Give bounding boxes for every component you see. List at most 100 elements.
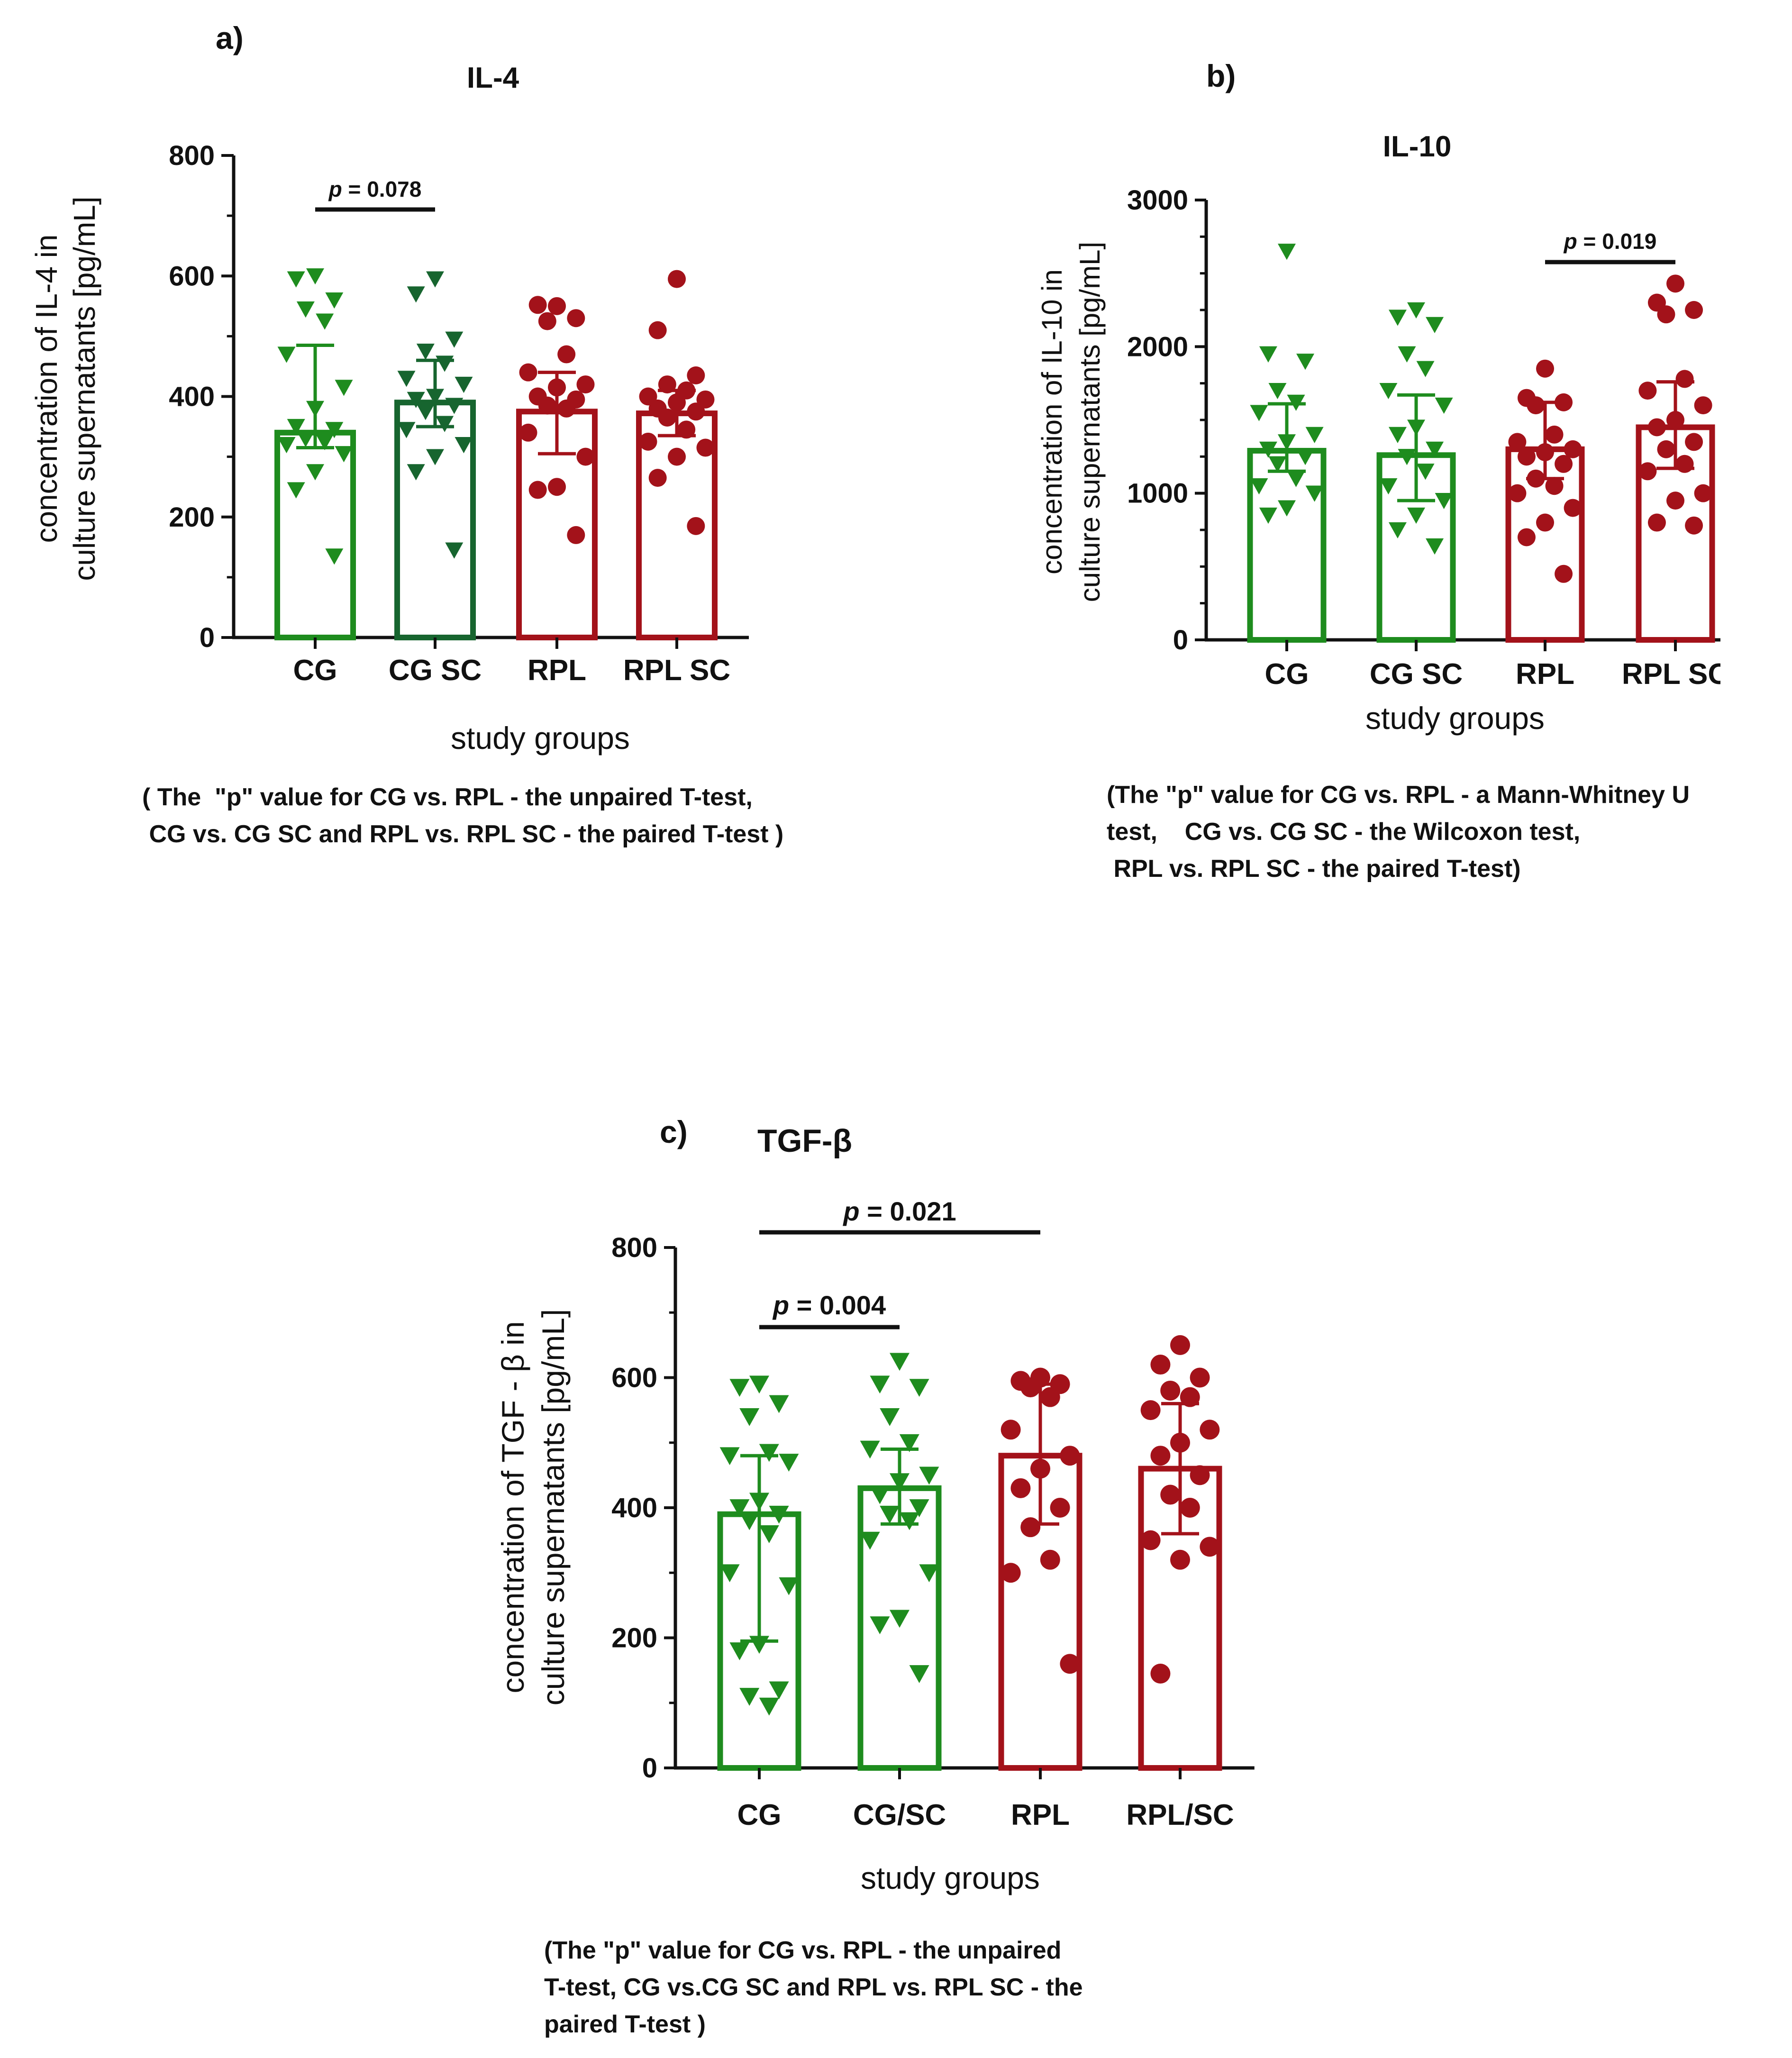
data-point xyxy=(335,446,353,463)
data-point xyxy=(1536,359,1554,378)
data-point xyxy=(306,268,324,285)
data-point xyxy=(1287,471,1305,487)
chart-il10: IL-10 0 1000 2000 3000 concentration of IL-10… xyxy=(1036,130,1720,736)
data-point xyxy=(759,1697,779,1716)
data-point xyxy=(1555,565,1573,583)
x-tick-label: CG SC xyxy=(389,654,482,687)
data-point xyxy=(729,1379,750,1397)
data-point xyxy=(407,392,425,408)
y-axis-label: culture supernatants [pg/mL] xyxy=(67,196,101,581)
y-tick-label: 600 xyxy=(169,261,215,291)
data-point xyxy=(639,387,657,406)
data-point xyxy=(1150,1446,1171,1466)
data-point xyxy=(306,464,324,481)
data-point xyxy=(1150,1355,1171,1375)
p-value-label: p = 0.004 xyxy=(772,1290,886,1320)
data-point xyxy=(538,312,556,330)
data-point xyxy=(759,1525,779,1543)
data-point xyxy=(729,1642,750,1660)
data-point xyxy=(909,1499,929,1517)
data-point xyxy=(557,399,576,418)
data-point xyxy=(567,526,585,544)
data-point xyxy=(416,404,435,420)
data-point xyxy=(648,469,667,487)
data-point xyxy=(719,1447,740,1466)
x-tick-label: RPL xyxy=(528,654,586,687)
data-point xyxy=(528,481,547,499)
data-point xyxy=(1638,382,1657,400)
p-value-label: p = 0.078 xyxy=(328,177,422,201)
data-point xyxy=(769,1395,789,1413)
panel-label-c: c) xyxy=(660,1114,688,1149)
x-tick-label: RPL xyxy=(1011,1799,1070,1831)
data-point xyxy=(1435,397,1453,414)
y-axis-label: concentration of TGF - β in xyxy=(495,1321,530,1693)
note-a: ( The "p" value for CG vs. RPL - the unp… xyxy=(142,783,784,848)
p-value: = 0.021 xyxy=(860,1196,956,1226)
x-tick-label: CG SC xyxy=(1370,658,1463,691)
data-point xyxy=(668,270,686,288)
y-tick-label: 600 xyxy=(611,1363,657,1393)
data-point xyxy=(445,331,464,348)
data-point xyxy=(455,376,473,393)
data-point xyxy=(1398,449,1416,465)
data-point xyxy=(1694,484,1712,502)
data-point xyxy=(1545,477,1564,495)
data-point xyxy=(1666,492,1684,510)
x-tick-label: RPL SC xyxy=(1622,658,1720,691)
chart-title: TGF-β xyxy=(757,1123,852,1159)
p-value: = 0.019 xyxy=(1577,229,1657,254)
data-point xyxy=(696,390,715,409)
data-point xyxy=(1001,1563,1021,1583)
data-point xyxy=(687,517,705,535)
y-tick-label: 800 xyxy=(611,1232,657,1263)
y-axis-label: culture supernatants [pg/mL] xyxy=(536,1309,571,1705)
y-tick-label: 400 xyxy=(169,382,215,412)
data-point xyxy=(1657,305,1675,324)
note-c: (The "p" value for CG vs. RPL - the unpa… xyxy=(544,1937,1083,2038)
data-point xyxy=(1508,484,1527,502)
data-point xyxy=(1647,513,1666,532)
data-point xyxy=(325,548,344,565)
data-point xyxy=(576,447,595,466)
data-point xyxy=(1040,1387,1060,1407)
y-tick-label: 0 xyxy=(1173,625,1188,656)
data-point xyxy=(335,380,353,396)
chart-title: IL-4 xyxy=(467,62,519,94)
data-point xyxy=(1060,1654,1080,1674)
data-point xyxy=(870,1616,890,1634)
data-point xyxy=(1657,440,1675,458)
data-point xyxy=(1268,382,1287,400)
data-point xyxy=(739,1408,760,1426)
data-point xyxy=(436,416,454,432)
x-axis-label: study groups xyxy=(1365,701,1545,736)
data-point xyxy=(749,1375,769,1394)
data-point xyxy=(890,1353,910,1371)
data-point xyxy=(1259,346,1277,363)
data-point xyxy=(1638,462,1657,481)
data-point xyxy=(870,1375,890,1394)
data-point xyxy=(658,408,676,427)
data-point xyxy=(1416,361,1435,377)
p-symbol: p xyxy=(842,1196,859,1226)
data-point xyxy=(1647,418,1666,437)
data-point xyxy=(909,1665,929,1683)
data-point xyxy=(899,1512,919,1530)
x-axis-label: study groups xyxy=(451,720,630,756)
data-point xyxy=(1555,455,1573,473)
data-point xyxy=(1379,382,1398,400)
data-point xyxy=(1685,516,1703,535)
data-point xyxy=(1685,433,1703,451)
x-tick-label: RPL SC xyxy=(623,654,730,687)
data-point xyxy=(1517,528,1536,546)
data-point xyxy=(687,366,705,385)
data-point xyxy=(1694,396,1712,415)
data-point xyxy=(1190,1367,1210,1388)
data-point xyxy=(1180,1498,1200,1518)
data-point xyxy=(397,371,416,387)
data-point xyxy=(668,447,686,466)
data-point xyxy=(779,1577,799,1595)
data-point xyxy=(880,1408,900,1426)
y-tick-label: 2000 xyxy=(1127,331,1188,362)
y-tick-label: 200 xyxy=(169,502,215,533)
